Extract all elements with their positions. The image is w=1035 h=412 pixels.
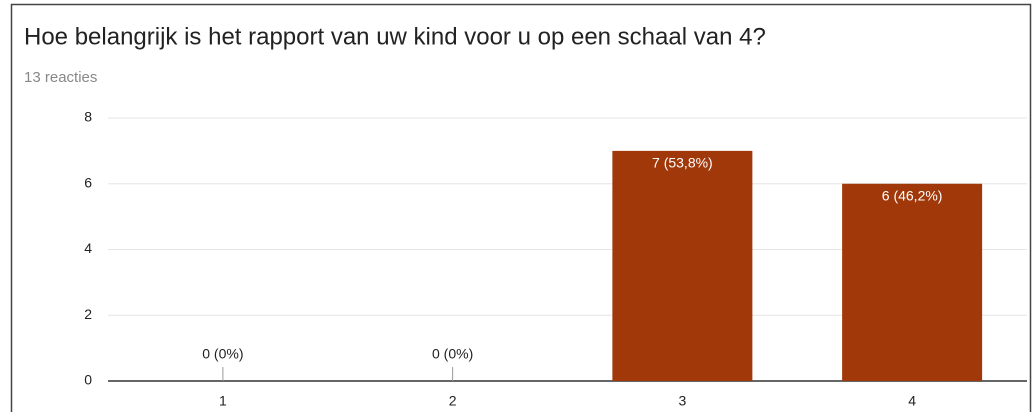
y-tick-label: 8 xyxy=(84,109,92,125)
data-label: 7 (53,8%) xyxy=(652,155,713,171)
x-tick-label: 3 xyxy=(678,393,686,409)
y-tick-label: 6 xyxy=(84,174,92,190)
data-label: 0 (0%) xyxy=(202,346,243,362)
x-tick-label: 1 xyxy=(219,393,227,409)
bar xyxy=(612,150,753,381)
chart-subtitle: 13 reacties xyxy=(24,69,97,86)
y-tick-label: 4 xyxy=(84,240,92,256)
x-tick-label: 4 xyxy=(908,393,916,409)
data-label: 0 (0%) xyxy=(432,346,473,362)
data-label: 6 (46,2%) xyxy=(882,187,943,203)
bar xyxy=(842,183,983,381)
x-tick-label: 2 xyxy=(449,393,457,409)
y-tick-label: 2 xyxy=(84,306,92,322)
y-tick-label: 0 xyxy=(84,372,92,388)
chart-title: Hoe belangrijk is het rapport van uw kin… xyxy=(24,23,766,50)
